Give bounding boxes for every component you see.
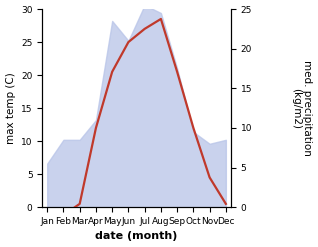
Y-axis label: max temp (C): max temp (C): [5, 72, 16, 144]
Y-axis label: med. precipitation
(kg/m2): med. precipitation (kg/m2): [291, 60, 313, 156]
X-axis label: date (month): date (month): [95, 231, 178, 242]
